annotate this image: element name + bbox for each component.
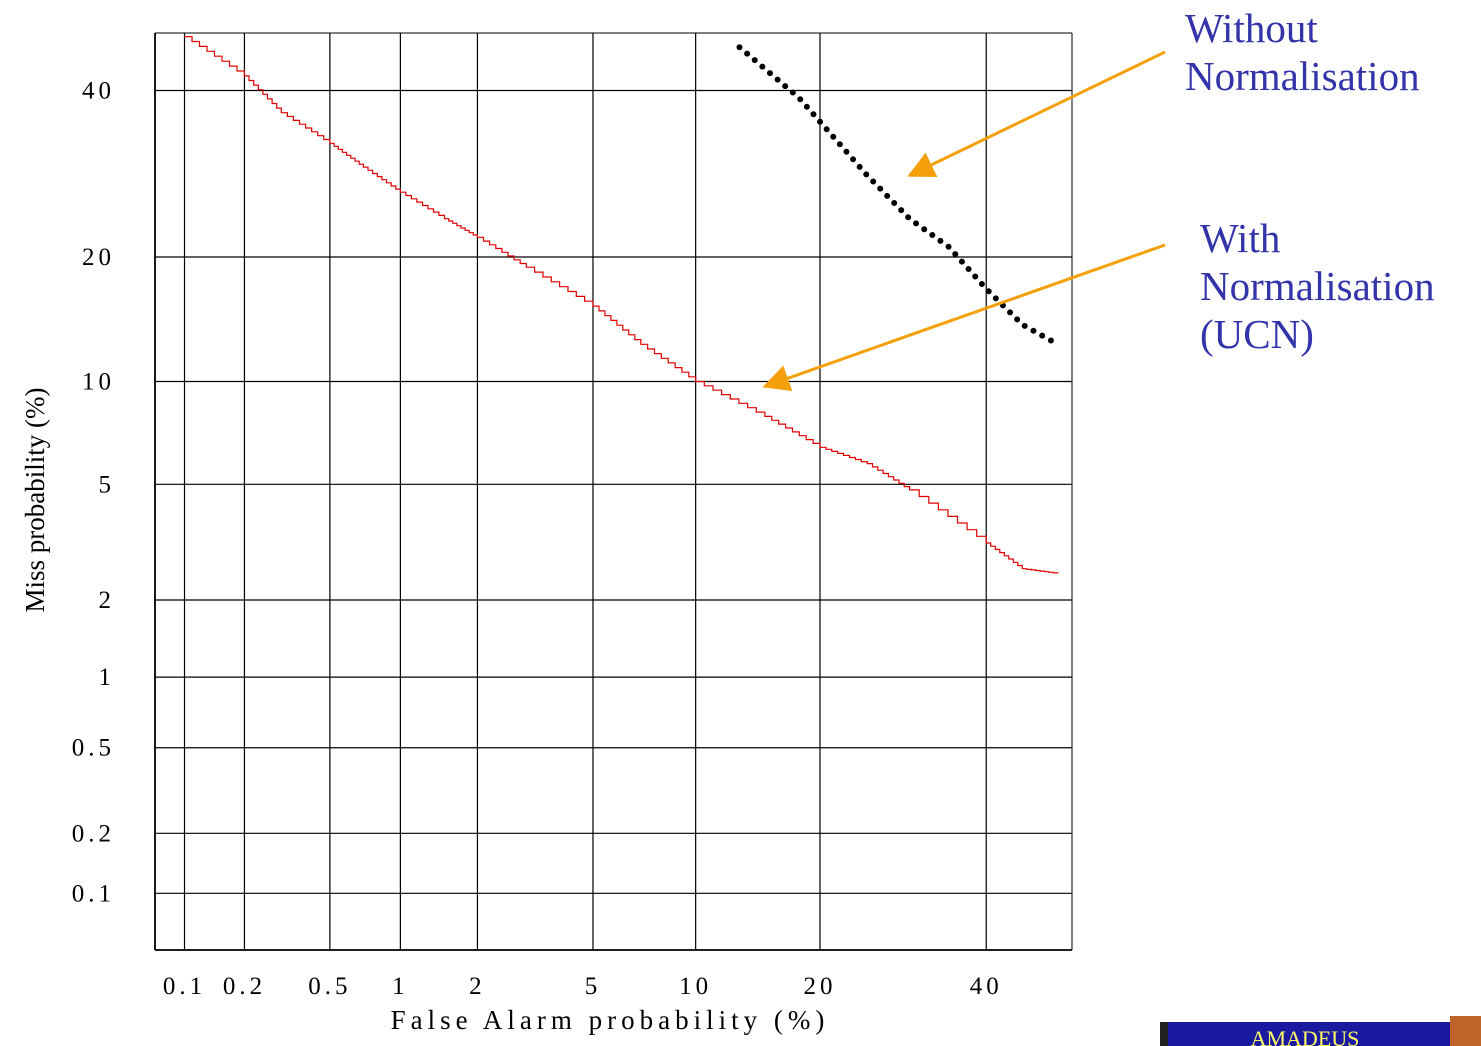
with-normalisation-label: With Normalisation (UCN) (1200, 215, 1435, 357)
logo-emblem (1450, 1016, 1481, 1046)
x-axis-label: False Alarm probability (%) (391, 1005, 830, 1035)
without-normalisation-arrow (907, 50, 1166, 177)
x-tick-label: 0.1 (163, 973, 206, 1000)
y-tick-label: 5 (99, 471, 116, 498)
x-tick-label: 40 (970, 973, 1003, 1000)
annotations: Without Normalisation With Normalisation (UC… (762, 5, 1435, 392)
x-tick-label: 0.2 (223, 973, 266, 1000)
x-tick-label: 20 (803, 973, 836, 1000)
x-tick-label: 5 (585, 973, 602, 1000)
y-axis-label: Miss probability (%) (20, 388, 50, 613)
y-tick-label: 1 (99, 664, 116, 691)
series-0-line (184, 36, 1059, 574)
logo-text: AMADEUS (1251, 1026, 1360, 1046)
grid-lines (155, 33, 1072, 950)
amadeus-logo: AMADEUS (1160, 1016, 1481, 1046)
with-normalisation-arrow (762, 243, 1166, 392)
series-layer (184, 36, 1061, 574)
y-tick-label: 0.1 (72, 880, 115, 907)
plot-frame (154, 32, 1073, 951)
x-tick-label: 0.5 (308, 973, 351, 1000)
tick-labels: 0.1 0.2 0.5 1 2 5 10 20 40 0.1 0.2 0.5 1 2 5 10 20 40 (72, 78, 1003, 1000)
x-tick-label: 10 (679, 973, 712, 1000)
y-tick-label: 2 (99, 587, 116, 614)
y-tick-label: 0.5 (72, 735, 115, 762)
y-tick-label: 40 (82, 78, 115, 105)
x-tick-label: 2 (469, 973, 486, 1000)
without-normalisation-label: Without Normalisation (1185, 5, 1420, 99)
y-tick-label: 10 (82, 368, 115, 395)
y-tick-label: 0.2 (72, 820, 115, 847)
y-tick-label: 20 (82, 244, 115, 271)
logo-background (1160, 1022, 1450, 1046)
series-1-line (736, 44, 1061, 348)
x-tick-label: 1 (392, 973, 409, 1000)
logo-film-strip (1160, 1022, 1168, 1046)
